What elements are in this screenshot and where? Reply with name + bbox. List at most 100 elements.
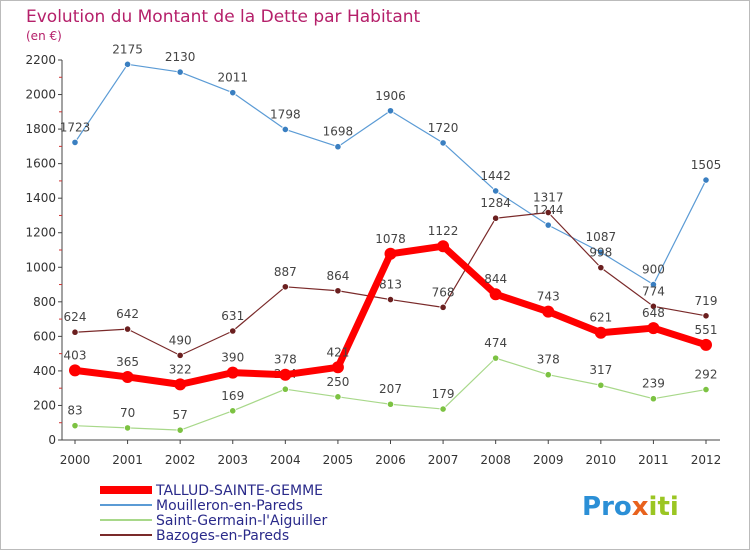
- data-label: 1087: [586, 230, 617, 244]
- legend-label: Mouilleron-en-Pareds: [156, 498, 303, 514]
- data-point: [386, 295, 395, 304]
- data-label: 1698: [323, 125, 354, 139]
- data-label: 1078: [375, 232, 406, 246]
- data-point: [176, 351, 184, 359]
- data-label: 1798: [270, 107, 301, 121]
- data-point: [492, 187, 500, 195]
- data-label: 390: [221, 351, 244, 365]
- data-point: [334, 287, 342, 295]
- data-point: [597, 381, 605, 389]
- data-point: [489, 288, 502, 301]
- data-label: 1317: [533, 191, 564, 205]
- legend-label: TALLUD-SAINTE-GEMME: [155, 483, 323, 499]
- data-label: 421: [326, 345, 349, 359]
- logo-letter: x: [632, 492, 649, 522]
- series-layer: 1723217521302011179816981906172014421244…: [60, 42, 722, 434]
- data-label: 2130: [165, 50, 196, 64]
- series-2: 837057169294250207179474378317239292: [67, 336, 717, 434]
- data-point: [71, 328, 79, 336]
- data-point: [279, 368, 292, 381]
- data-label: 207: [379, 382, 402, 396]
- y-tick-label: 1600: [25, 157, 56, 171]
- data-label: 864: [326, 269, 349, 283]
- data-point: [649, 395, 658, 403]
- data-point: [281, 125, 289, 134]
- logo-letter: o: [614, 492, 632, 522]
- data-point: [649, 280, 658, 289]
- legend-label: Saint-Germain-l'Aiguiller: [156, 513, 328, 529]
- data-label: 83: [67, 404, 82, 418]
- data-label: 317: [589, 363, 612, 377]
- data-point: [334, 143, 342, 151]
- data-point: [386, 400, 395, 408]
- data-label: 2011: [217, 71, 248, 85]
- data-point: [702, 176, 710, 184]
- data-label: 490: [169, 333, 192, 347]
- data-point: [229, 327, 237, 335]
- data-label: 365: [116, 355, 139, 369]
- series-1: 624 642 490 631 887 864 813 768 1284 1317 998 774 71…: [64, 191, 718, 359]
- data-label: 1505: [691, 158, 722, 172]
- data-label: 169: [221, 389, 244, 403]
- data-label: 179: [432, 387, 455, 401]
- x-tick-label: 2009: [533, 453, 564, 467]
- data-label: 57: [173, 408, 188, 422]
- y-tick-label: 1800: [25, 122, 56, 136]
- data-point: [384, 247, 397, 260]
- data-point: [597, 248, 605, 256]
- data-label: 813: [379, 278, 402, 292]
- data-label: 378: [537, 353, 560, 367]
- data-point: [702, 312, 710, 320]
- x-tick-label: 2000: [60, 453, 91, 467]
- x-tick-label: 2010: [586, 453, 617, 467]
- data-label: 998: [589, 246, 612, 260]
- data-point: [544, 371, 552, 379]
- data-label: 1284: [480, 196, 511, 210]
- data-label: 719: [695, 294, 718, 308]
- y-tick-label: 200: [33, 398, 56, 412]
- data-label: 887: [274, 265, 297, 279]
- data-point: [69, 364, 81, 377]
- data-point: [386, 107, 395, 115]
- data-label: 378: [274, 353, 297, 367]
- y-tick-label: 400: [33, 364, 56, 378]
- data-label: 250: [326, 375, 349, 389]
- series-3: 403 365 322 390 378 421 1078 1122 844 743 621 648 55…: [64, 224, 717, 391]
- data-point: [121, 370, 134, 383]
- logo-letter: r: [601, 492, 614, 522]
- data-point: [334, 393, 342, 401]
- data-label: 239: [642, 377, 665, 391]
- chart-subtitle: (en €): [26, 29, 62, 43]
- data-point: [544, 221, 552, 229]
- y-tick-label: 0: [48, 433, 56, 447]
- data-label: 322: [169, 362, 192, 376]
- x-tick-label: 2003: [217, 453, 248, 467]
- logo-letter: i: [649, 492, 658, 522]
- data-point: [71, 138, 79, 146]
- data-label: 624: [64, 310, 87, 324]
- chart-title: Evolution du Montant de la Dette par Hab…: [26, 7, 421, 27]
- x-tick-label: 2004: [270, 453, 301, 467]
- x-tick-label: 2005: [323, 453, 354, 467]
- x-tick-label: 2006: [375, 453, 406, 467]
- data-label: 70: [120, 406, 135, 420]
- data-label: 2175: [112, 42, 143, 56]
- axes: 0 200 400 600 800 1000 1200 1400 1600 1800 2000 220…: [25, 53, 721, 467]
- logo-letter: i: [670, 492, 679, 522]
- data-point: [437, 240, 450, 253]
- data-label: 1723: [60, 120, 91, 134]
- y-tick-label: 2000: [25, 88, 56, 102]
- data-point: [594, 326, 607, 339]
- data-label: 900: [642, 263, 665, 277]
- logo-letter: t: [657, 492, 669, 522]
- data-point: [71, 422, 79, 430]
- data-point: [700, 338, 712, 351]
- data-label: 774: [642, 284, 665, 298]
- data-point: [597, 264, 605, 272]
- data-label: 743: [537, 290, 560, 304]
- data-point: [439, 139, 447, 147]
- logo-letter: P: [582, 492, 601, 522]
